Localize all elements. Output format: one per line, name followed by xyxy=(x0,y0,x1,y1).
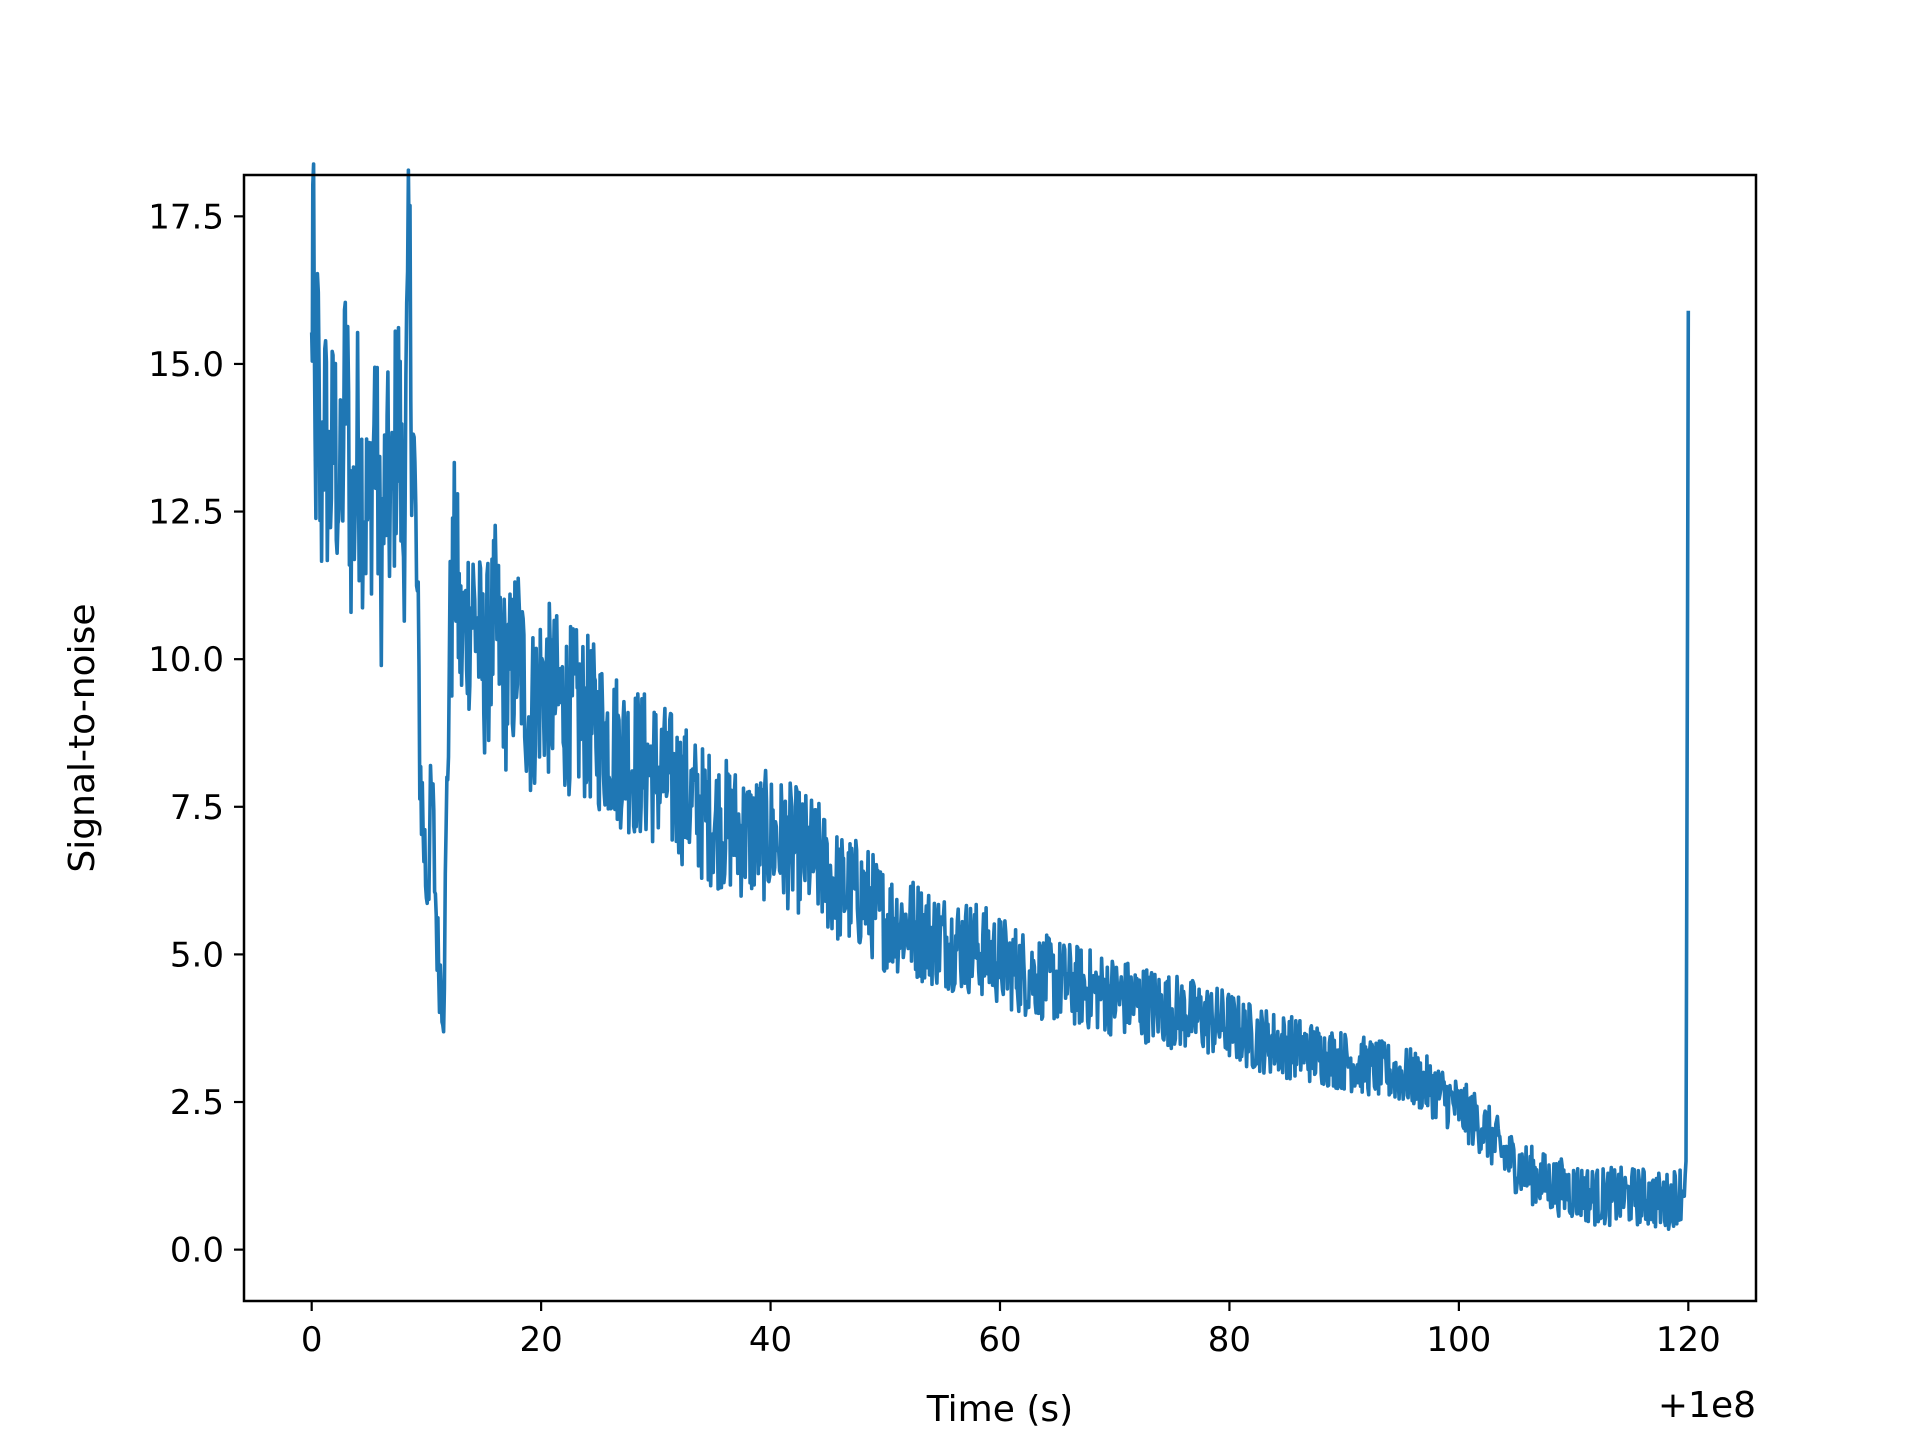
y-tick-label: 15.0 xyxy=(148,345,224,385)
x-tick-label: 60 xyxy=(978,1320,1021,1360)
x-axis: 0 20 40 60 80 100 120 xyxy=(301,1301,1721,1360)
x-tick-label: 100 xyxy=(1426,1320,1491,1360)
x-tick-label: 40 xyxy=(749,1320,792,1360)
x-tick-label: 20 xyxy=(519,1320,562,1360)
y-tick-label: 7.5 xyxy=(170,788,224,828)
y-tick-label: 2.5 xyxy=(170,1083,224,1123)
y-tick-label: 17.5 xyxy=(148,197,224,237)
y-tick-label: 0.0 xyxy=(170,1231,224,1271)
x-tick-label: 0 xyxy=(301,1320,323,1360)
y-tick-label: 5.0 xyxy=(170,935,224,975)
y-axis: 0.0 2.5 5.0 7.5 10.0 12.5 15.0 17.5 xyxy=(148,197,244,1271)
y-tick-label: 12.5 xyxy=(148,493,224,533)
y-axis-title: Signal-to-noise xyxy=(62,603,103,872)
x-axis-offset-label: +1e8 xyxy=(1658,1385,1756,1426)
y-tick-label: 10.0 xyxy=(148,640,224,680)
series-line-0 xyxy=(309,162,1691,1231)
x-tick-label: 80 xyxy=(1208,1320,1251,1360)
plot-area xyxy=(309,162,1691,1231)
x-axis-title: Time (s) xyxy=(926,1389,1073,1430)
x-tick-label: 120 xyxy=(1656,1320,1721,1360)
